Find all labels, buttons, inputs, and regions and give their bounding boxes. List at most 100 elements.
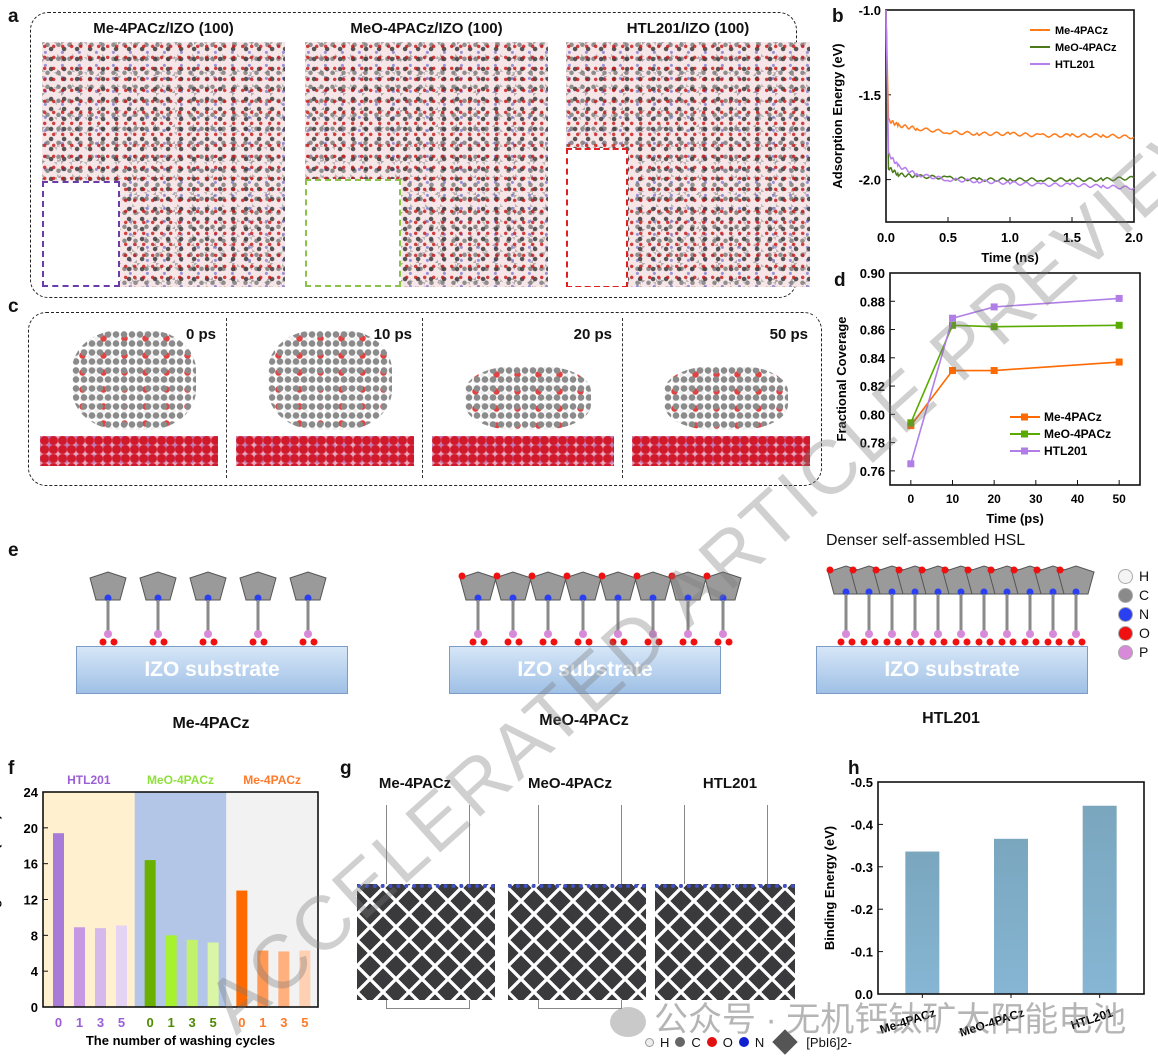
phosphorus-atom: [474, 630, 482, 638]
phosphorus-atom: [1026, 630, 1034, 638]
oxygen-atom: [515, 638, 523, 646]
y-tick-label: -1.0: [859, 3, 881, 18]
snapshot-10ps: 10 ps: [230, 316, 420, 476]
oxygen-atom: [1056, 566, 1064, 574]
molecule-name-htl: HTL201: [922, 710, 980, 727]
oxygen-atom: [299, 638, 307, 646]
atom-icon: [1118, 644, 1133, 660]
time-label: 10 ps: [373, 326, 412, 343]
x-tick-label: 0.0: [877, 230, 895, 245]
oxygen-atom: [1010, 566, 1018, 574]
y-tick-label: -0.3: [851, 860, 873, 875]
x-tick-label: 30: [1029, 492, 1043, 506]
y-tick-label: 12: [24, 893, 38, 908]
phosphorus-atom: [1003, 630, 1011, 638]
data-point: [990, 367, 998, 375]
x-axis-label: The number of washing cycles: [86, 1033, 275, 1048]
molecule-name-me: Me-4PACz: [172, 715, 250, 732]
carbazole-unit: [289, 571, 327, 601]
x-tick-label: 1: [76, 1015, 83, 1030]
phosphorus-atom: [934, 630, 942, 638]
nitrogen-atom: [1072, 588, 1080, 596]
structure-inset-htl201: [566, 148, 628, 287]
atom-legend: H C O N [PbI6]2-: [645, 1029, 852, 1055]
oxygen-atom: [620, 638, 628, 646]
nitrogen-atom: [888, 588, 896, 596]
oxygen-atom: [563, 572, 571, 580]
phosphorus-atom: [304, 630, 312, 638]
structure-inset-meo-4pacz: [305, 179, 401, 287]
y-tick-label: 16: [24, 857, 38, 872]
oxygen-atom: [964, 566, 972, 574]
oxygen-atom: [883, 638, 891, 646]
x-tick-label: 0: [907, 492, 914, 506]
phosphorus-atom: [1072, 630, 1080, 638]
panel-c-frame: [28, 312, 822, 486]
y-tick-label: 0.0: [855, 987, 873, 1002]
element-legend-P: P: [1118, 644, 1148, 660]
element-label: O: [1139, 625, 1150, 641]
snapshot-20ps: 20 ps: [426, 316, 620, 476]
carbazole-unit: [239, 571, 277, 601]
nitrogen-atom: [154, 594, 162, 602]
bar: [144, 860, 156, 1007]
legend-c: C: [691, 1034, 701, 1050]
perovskite-slab-htl: [655, 884, 795, 1000]
oxygen-atom: [539, 638, 547, 646]
oxygen-atom: [848, 638, 856, 646]
y-tick-label: 0.76: [860, 464, 885, 479]
oxygen-atom: [585, 638, 593, 646]
nitrogen-atom: [104, 594, 112, 602]
element-legend-C: C: [1118, 587, 1149, 603]
bar: [905, 851, 940, 994]
sam-molecule-diagrams: [89, 565, 1095, 646]
bar: [994, 838, 1028, 994]
bar: [74, 927, 85, 1007]
oxygen-atom: [1032, 638, 1040, 646]
data-point: [990, 303, 998, 311]
oxygen-atom: [1044, 638, 1052, 646]
molecule-name-meo: MeO-4PACz: [539, 712, 629, 729]
x-tick-label: 1.0: [1001, 230, 1019, 245]
x-tick-label: 3: [97, 1015, 104, 1030]
x-tick-label: 0: [238, 1015, 245, 1030]
oxygen-atom: [160, 638, 168, 646]
legend-label: Me-4PACz: [1055, 25, 1108, 37]
oxygen-atom: [458, 572, 466, 580]
element-label: N: [1139, 606, 1150, 622]
perovskite-slab-meo: [508, 884, 646, 1000]
phosphorus-atom: [865, 630, 873, 638]
phosphorus-atom: [579, 630, 587, 638]
x-tick-label: 3: [280, 1015, 287, 1030]
denser-hsl-caption: Denser self-assembled HSL: [826, 532, 1026, 549]
x-tick-label: 0: [55, 1015, 62, 1030]
oxygen-atom: [210, 638, 218, 646]
phosphorus-atom: [957, 630, 965, 638]
x-tick-label: 1.5: [1063, 230, 1081, 245]
bar: [207, 942, 219, 1007]
wechat-icon: [610, 1007, 646, 1038]
series-line-HTL201: [910, 297, 1120, 465]
x-tick-label: 1: [259, 1015, 266, 1030]
oxygen-atom: [668, 572, 676, 580]
oxygen-atom: [941, 566, 949, 574]
oxygen-atom: [493, 572, 501, 580]
nitrogen-atom: [614, 594, 622, 602]
g-title-me: Me-4PACz: [378, 775, 452, 792]
y-tick-label: -1.5: [859, 88, 881, 103]
legend-marker: [1021, 413, 1028, 421]
legend-label: MeO-4PACz: [1044, 427, 1111, 441]
bar: [116, 925, 127, 1007]
group-label: HTL201: [67, 773, 111, 787]
series-line-Me-4PACz: [885, 9, 1135, 140]
oxygen-atom: [655, 638, 663, 646]
nitrogen-atom: [1049, 588, 1057, 596]
element-label: P: [1139, 644, 1149, 660]
phosphorus-atom: [842, 630, 850, 638]
bar: [299, 950, 311, 1007]
oxygen-atom: [872, 566, 880, 574]
y-tick-label: -0.2: [851, 902, 873, 917]
bar: [236, 890, 248, 1007]
x-tick-label: 5: [118, 1015, 125, 1030]
panel-label-c: c: [8, 296, 19, 317]
